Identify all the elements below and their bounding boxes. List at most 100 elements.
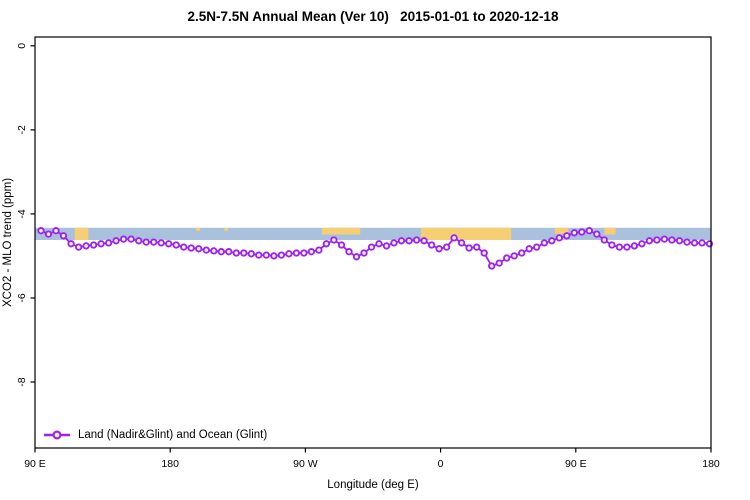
data-point xyxy=(262,251,270,259)
x-tick-label: 180 xyxy=(702,458,720,470)
data-point xyxy=(300,249,308,257)
data-point xyxy=(653,236,661,244)
data-point xyxy=(330,236,338,244)
data-point xyxy=(142,238,150,246)
data-point xyxy=(390,239,398,247)
data-point xyxy=(150,238,158,246)
data-point xyxy=(307,248,316,256)
data-point xyxy=(52,227,60,235)
data-point xyxy=(480,249,488,257)
data-point xyxy=(195,245,203,253)
data-point xyxy=(210,247,218,255)
data-point xyxy=(600,236,608,244)
data-point xyxy=(660,235,669,243)
data-point xyxy=(67,240,75,248)
chart-title: 2.5N-7.5N Annual Mean (Ver 10) 2015-01-0… xyxy=(187,9,559,24)
y-axis-title: XCO2 - MLO trend (ppm) xyxy=(2,177,14,308)
data-point xyxy=(450,234,458,242)
data-point xyxy=(180,243,188,251)
y-tick-label: -8 xyxy=(16,377,28,386)
data-point xyxy=(540,239,548,247)
data-point xyxy=(59,232,68,240)
land-patch xyxy=(554,227,569,234)
data-point xyxy=(570,229,578,237)
data-point xyxy=(217,248,225,256)
data-point xyxy=(623,243,631,251)
y-tick-label: -2 xyxy=(16,125,28,134)
data-point xyxy=(187,244,195,252)
data-point xyxy=(247,250,255,258)
ocean-band xyxy=(35,227,711,240)
land-patch xyxy=(195,227,201,231)
data-point xyxy=(690,239,699,247)
data-point xyxy=(165,240,173,248)
data-point xyxy=(232,249,240,257)
data-point xyxy=(82,242,90,250)
data-point xyxy=(518,249,526,257)
data-point xyxy=(585,227,593,235)
data-point xyxy=(473,243,481,251)
data-point xyxy=(270,252,278,260)
data-point xyxy=(608,241,616,249)
data-point xyxy=(135,237,143,245)
x-tick-label: 90 W xyxy=(293,458,318,470)
x-tick-label: 180 xyxy=(161,458,179,470)
land-patch xyxy=(74,227,89,240)
data-point xyxy=(668,236,676,244)
data-point xyxy=(465,244,473,252)
land-patch xyxy=(604,227,616,235)
data-point xyxy=(127,235,135,243)
data-point xyxy=(172,241,180,249)
data-point xyxy=(322,240,331,248)
data-point xyxy=(420,237,428,245)
data-point xyxy=(683,238,691,246)
data-point xyxy=(367,243,376,251)
data-point xyxy=(488,262,496,270)
x-tick-label: 0 xyxy=(438,458,444,470)
data-point xyxy=(412,236,421,244)
data-point xyxy=(578,228,586,236)
data-point xyxy=(337,241,346,249)
data-point xyxy=(202,246,210,254)
data-point xyxy=(555,234,563,242)
data-point xyxy=(112,237,120,245)
data-point xyxy=(427,241,436,249)
data-point xyxy=(563,232,571,240)
data-point xyxy=(548,237,556,245)
data-point xyxy=(435,245,443,253)
data-point xyxy=(89,241,98,249)
data-point xyxy=(104,239,113,247)
data-point xyxy=(375,240,383,248)
land-patch xyxy=(421,227,512,240)
data-point xyxy=(157,239,165,247)
data-point xyxy=(74,243,83,251)
data-point xyxy=(352,253,361,261)
y-tick-label: -4 xyxy=(16,209,28,218)
x-tick-label: 90 E xyxy=(24,458,46,470)
land-patch xyxy=(224,227,229,231)
plot-border xyxy=(34,36,712,449)
x-axis-title: Longitude (deg E) xyxy=(327,479,419,491)
data-point xyxy=(638,240,646,248)
data-point xyxy=(382,242,391,250)
data-point xyxy=(44,230,53,238)
data-point xyxy=(255,251,263,259)
legend-label: Land (Nadir&Glint) and Ocean (Glint) xyxy=(78,429,268,441)
data-point xyxy=(397,237,406,245)
data-point xyxy=(495,259,503,267)
data-point xyxy=(240,249,248,257)
data-point xyxy=(119,235,128,243)
y-tick-label: -6 xyxy=(16,293,28,302)
data-point xyxy=(292,249,301,257)
data-point xyxy=(345,248,353,256)
data-point xyxy=(533,243,541,251)
data-point xyxy=(97,240,105,248)
legend-marker-icon xyxy=(44,430,70,440)
data-point xyxy=(315,246,323,254)
data-point xyxy=(593,230,601,238)
data-point xyxy=(630,242,639,250)
x-tick-label: 90 E xyxy=(565,458,587,470)
data-point xyxy=(698,239,706,247)
data-point xyxy=(675,237,684,245)
